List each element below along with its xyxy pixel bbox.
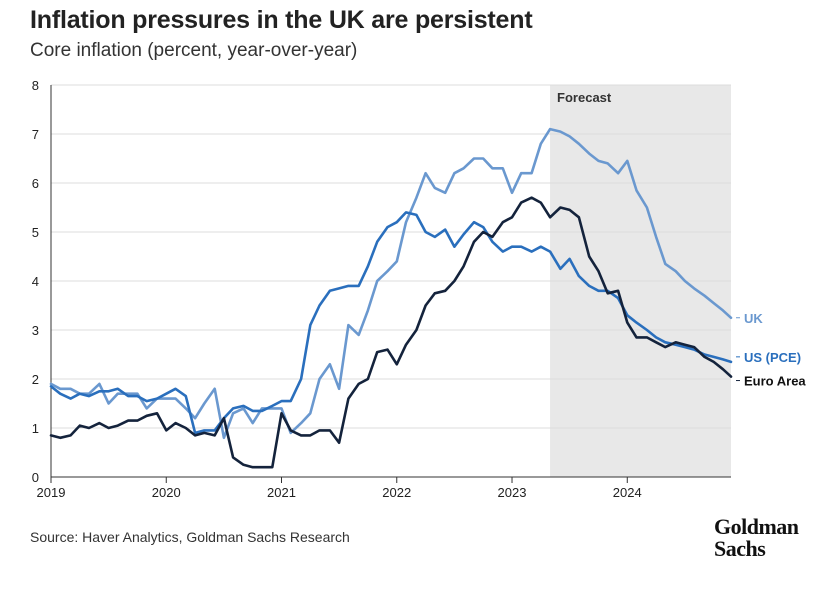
x-tick-label: 2021 [267,485,296,500]
y-tick-label: 5 [32,225,39,240]
x-tick-label: 2019 [37,485,66,500]
y-tick-label: 6 [32,176,39,191]
y-tick-label: 0 [32,470,39,485]
y-tick-label: 8 [32,78,39,93]
logo-line-1: Goldman [714,514,799,539]
y-tick-label: 7 [32,127,39,142]
x-tick-label: 2023 [498,485,527,500]
source-note: Source: Haver Analytics, Goldman Sachs R… [30,529,350,545]
y-tick-label: 4 [32,274,39,289]
y-tick-label: 3 [32,323,39,338]
series-line-us-pce [49,211,733,435]
logo-line-2: Sachs [714,536,766,561]
chart-subtitle: Core inflation (percent, year-over-year) [30,40,358,61]
y-tick-label: 1 [32,421,39,436]
x-tick-label: 2024 [613,485,642,500]
forecast-label: Forecast [557,90,612,105]
series-line-uk [49,127,733,440]
x-tick-label: 2022 [382,485,411,500]
series-label-us-pce: US (PCE) [744,350,801,365]
goldman-sachs-logo: Goldman Sachs [714,516,810,560]
series-line-euro-area [49,196,733,469]
series-label-uk: UK [744,311,763,326]
y-tick-label: 2 [32,372,39,387]
chart-title: Inflation pressures in the UK are persis… [30,6,533,34]
series-label-euro-area: Euro Area [744,374,806,389]
x-tick-label: 2020 [152,485,181,500]
